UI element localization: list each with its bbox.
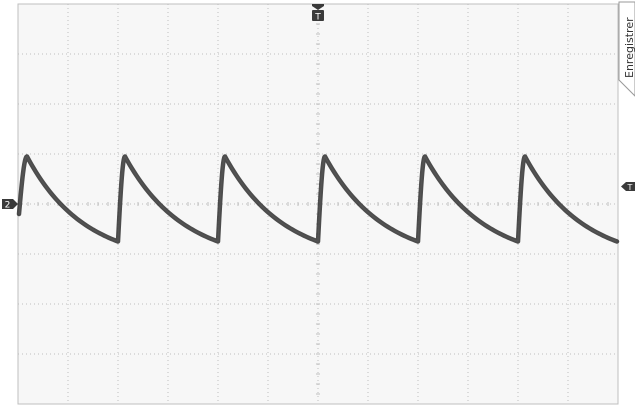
trigger-level-label: T — [627, 183, 633, 192]
trigger-position-label: T — [314, 13, 321, 23]
waveform-trace-group — [16, 154, 620, 244]
trigger-position-marker[interactable]: T — [312, 4, 324, 23]
waveform-trace-core — [18, 155, 618, 243]
side-menu-tab[interactable] — [618, 1, 635, 97]
channel-2-ground-marker[interactable]: 2 — [2, 199, 18, 211]
channel-2-label: 2 — [5, 201, 11, 211]
trigger-level-marker[interactable]: T — [621, 182, 635, 192]
